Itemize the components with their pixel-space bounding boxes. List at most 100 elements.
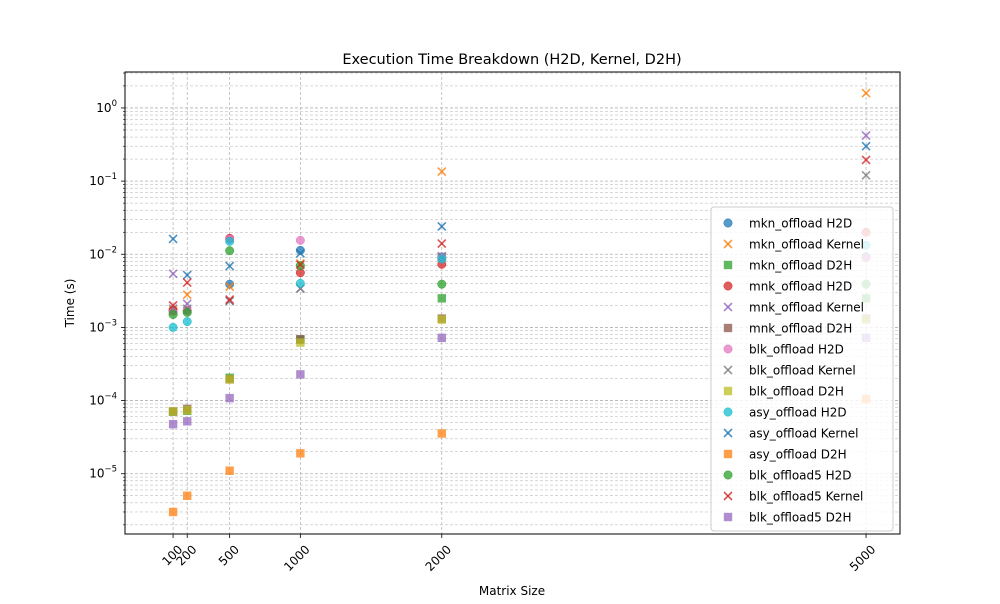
legend-entry: mkn_offload H2D [723, 217, 852, 231]
data-point [225, 282, 235, 292]
data-point [168, 407, 178, 416]
legend-entry: blk_offload Kernel [723, 364, 856, 378]
data-point [861, 155, 871, 165]
x-marker-stroke [182, 290, 192, 300]
legend-entry: blk_offload5 D2H [723, 511, 852, 525]
legend-entry: blk_offload5 H2D [723, 469, 852, 483]
data-point [437, 167, 447, 177]
x-marker-stroke [723, 302, 733, 312]
legend-entry: asy_offload H2D [723, 406, 847, 420]
legend-marker [723, 365, 733, 375]
legend-label: blk_offload H2D [749, 343, 844, 357]
legend-marker [723, 491, 733, 501]
data-point [183, 417, 192, 426]
y-axis: 10−5 10−4 10−3 10−2 10−1 100 [89, 72, 125, 526]
data-point [225, 279, 235, 289]
legend-label: mkn_offload D2H [749, 259, 852, 273]
legend-entry: mnk_offload D2H [723, 322, 852, 336]
data-point [168, 234, 178, 244]
data-point [225, 296, 235, 306]
x-marker-stroke [437, 221, 447, 232]
data-point [168, 420, 178, 429]
data-point [437, 294, 446, 303]
x-marker-stroke [437, 239, 447, 249]
legend-marker [723, 218, 733, 228]
legend-entry: mkn_offload D2H [723, 259, 852, 273]
x-marker-stroke [225, 261, 235, 271]
data-point [437, 279, 447, 289]
legend-entry: asy_offload D2H [723, 448, 847, 462]
data-point [182, 270, 192, 280]
legend-entry: mnk_offload Kernel [723, 301, 864, 315]
x-marker-stroke [168, 300, 178, 310]
data-point [225, 246, 235, 256]
legend-label: asy_offload Kernel [749, 427, 858, 441]
data-point [861, 170, 871, 180]
x-marker-stroke [437, 167, 447, 177]
series-group [168, 141, 871, 280]
data-point [295, 260, 305, 270]
legend-marker [723, 344, 733, 354]
legend-entry: blk_offload D2H [723, 385, 844, 399]
x-marker-stroke [225, 296, 235, 306]
y-axis-label: Time (s) [63, 279, 77, 329]
x-marker-stroke [723, 365, 733, 375]
data-point [168, 269, 178, 279]
legend-marker [723, 470, 733, 480]
data-point [225, 466, 234, 475]
legend-marker [723, 449, 733, 459]
y-tick-label: 10−3 [89, 318, 117, 334]
data-point [183, 405, 192, 415]
data-point [861, 141, 871, 151]
data-point [437, 429, 446, 438]
legend-marker [723, 512, 733, 522]
data-point [225, 375, 234, 384]
legend-marker [723, 407, 733, 417]
legend-marker [723, 428, 733, 438]
data-point [168, 507, 178, 517]
data-point [437, 254, 447, 264]
y-tick-label: 10−1 [89, 172, 117, 188]
legend-label: blk_offload D2H [749, 385, 844, 399]
legend-entry: mnk_offload H2D [723, 280, 852, 294]
legend-label: mnk_offload H2D [749, 280, 852, 294]
legend-label: asy_offload D2H [749, 448, 847, 462]
data-point [295, 248, 305, 258]
data-point [182, 308, 192, 317]
legend-label: blk_offload5 D2H [749, 511, 852, 525]
x-marker-stroke [182, 270, 192, 280]
x-marker-stroke [168, 234, 178, 244]
y-tick-label: 100 [96, 99, 117, 115]
data-point [225, 295, 235, 305]
data-point [225, 393, 234, 403]
legend-marker [723, 260, 733, 270]
legend-label: blk_offload5 Kernel [749, 490, 863, 504]
x-marker-stroke [295, 248, 305, 258]
data-point [182, 278, 192, 288]
data-point [182, 317, 192, 327]
y-tick-label: 10−5 [89, 465, 117, 481]
x-marker-stroke [861, 130, 871, 141]
legend-label: mnk_offload Kernel [749, 301, 864, 315]
x-marker-stroke [723, 491, 733, 501]
legend: mkn_offload H2D mkn_offload Kernel mkn_off… [710, 206, 894, 532]
x-marker-stroke [861, 88, 871, 98]
legend-label: asy_offload H2D [749, 406, 847, 420]
legend-marker [723, 281, 733, 291]
data-point [437, 315, 446, 324]
chart-title: Execution Time Breakdown (H2D, Kernel, D… [342, 52, 681, 68]
y-tick-label: 10−4 [89, 392, 117, 408]
data-point [437, 221, 447, 232]
data-point [225, 261, 235, 271]
x-marker-stroke [225, 282, 235, 292]
x-marker-stroke [182, 278, 192, 288]
x-marker-stroke [861, 170, 871, 180]
legend-label: blk_offload5 H2D [749, 469, 852, 483]
data-point [182, 290, 192, 300]
legend-label: mkn_offload Kernel [749, 238, 864, 252]
x-axis-label: Matrix Size [479, 584, 545, 598]
x-marker-stroke [295, 260, 305, 270]
data-point [168, 300, 178, 310]
